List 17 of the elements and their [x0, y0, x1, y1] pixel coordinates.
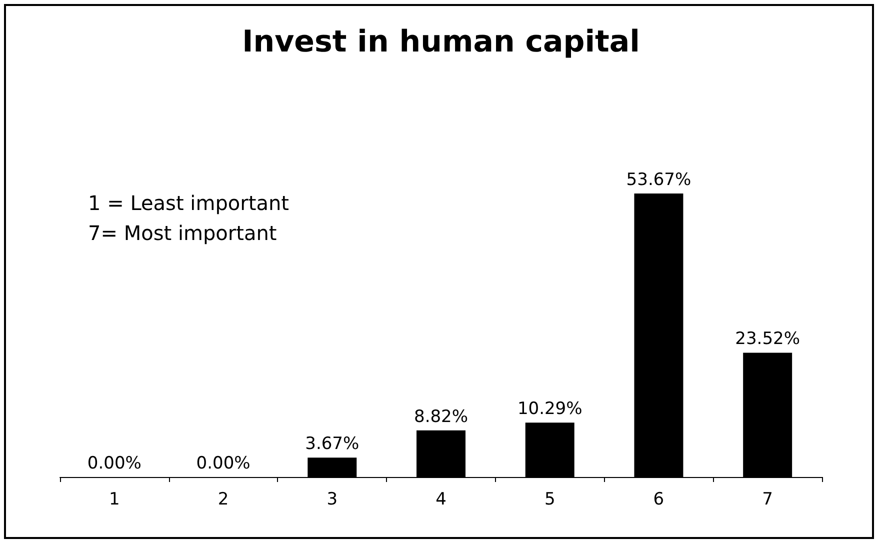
annotation: 1 = Least important [88, 190, 289, 217]
x-tick-label: 1 [109, 490, 120, 510]
x-tick-label: 5 [544, 490, 556, 510]
chart-title: Invest in human capital [242, 24, 640, 60]
data-label: 53.67% [626, 170, 692, 190]
data-label: 0.00% [196, 454, 250, 474]
annotation: 7= Most important [88, 220, 278, 247]
data-label: 0.00% [87, 454, 142, 474]
data-label: 10.29% [517, 399, 582, 420]
x-tick-label: 4 [436, 490, 446, 510]
x-tick-label: 2 [218, 490, 229, 510]
data-label: 23.52% [735, 329, 800, 350]
x-tick-label: 3 [326, 490, 338, 510]
x-tick-label: 6 [653, 490, 664, 510]
data-label: 8.82% [414, 406, 468, 427]
data-label: 3.67% [305, 434, 360, 454]
x-tick-label: 7 [762, 490, 773, 510]
